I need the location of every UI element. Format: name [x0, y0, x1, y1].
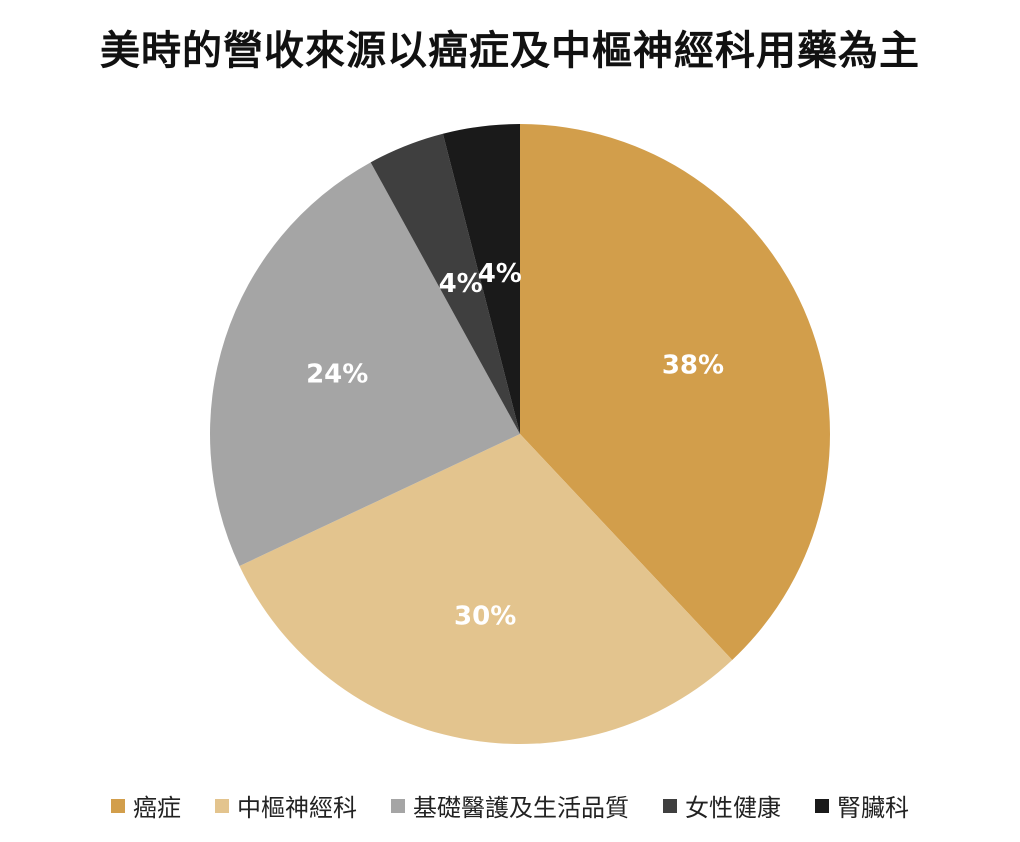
legend-label-1: 癌症 [133, 794, 181, 822]
legend-swatch-5 [815, 798, 829, 813]
legend-item-3: 基礎醫護及生活品質 [391, 788, 629, 823]
pie-chart: 38% 30% 24% 4%4% [210, 124, 830, 745]
data-label-4: 4% [439, 269, 483, 299]
legend-label-5: 腎臟科 [837, 794, 909, 822]
data-label-2: 30% [454, 602, 516, 632]
legend-label-4: 女性健康 [685, 794, 781, 822]
legend-label-2: 中樞神經科 [237, 794, 357, 822]
legend-label-3: 基礎醫護及生活品質 [413, 794, 629, 822]
pie-slice-3 [210, 162, 521, 566]
pie-slice-1 [520, 124, 830, 660]
pie-slice-4 [370, 133, 520, 434]
data-label-5: 4% [478, 259, 522, 289]
data-label-3: 24% [306, 360, 368, 390]
chart-title: 美時的營收來源以癌症及中樞神經科用藥為主 [100, 28, 920, 74]
data-label-1: 38% [662, 351, 724, 381]
legend-swatch-1 [111, 798, 125, 813]
legend-item-2: 中樞神經科 [215, 788, 357, 823]
legend: 癌症 中樞神經科 基礎醫護及生活品質 女性健康 腎臟科 [0, 788, 1020, 823]
pie-slice-5 [442, 124, 520, 434]
pie-slice-2 [239, 434, 733, 745]
legend-item-1: 癌症 [111, 788, 181, 823]
legend-item-5: 腎臟科 [815, 788, 909, 823]
legend-item-4: 女性健康 [663, 788, 781, 823]
legend-swatch-3 [391, 798, 405, 813]
legend-swatch-4 [663, 798, 677, 813]
legend-swatch-2 [215, 798, 229, 813]
